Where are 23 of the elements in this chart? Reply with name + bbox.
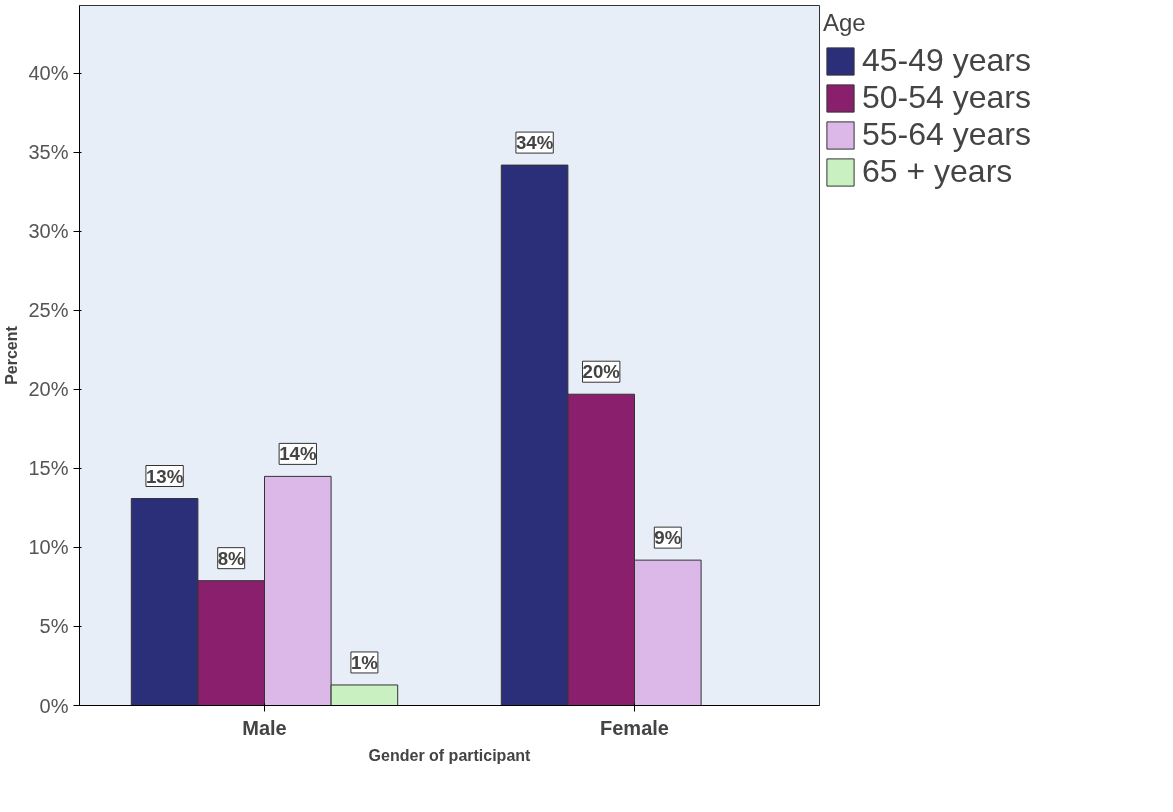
- data-label: 8%: [217, 547, 246, 569]
- legend-label: 45-49 years: [862, 42, 1031, 79]
- x-tick-label: Female: [600, 716, 669, 739]
- legend-label: 65 + years: [862, 153, 1013, 190]
- y-tick-label: 30%: [28, 220, 69, 243]
- x-tick-label: Male: [242, 716, 287, 739]
- legend-label: 50-54 years: [862, 79, 1031, 116]
- y-tick-label: 0%: [39, 694, 69, 717]
- y-tick-label: 35%: [28, 141, 69, 164]
- y-tick-label: 40%: [28, 62, 69, 85]
- y-tick-label: 25%: [28, 299, 69, 322]
- x-axis-title: Gender of participant: [368, 746, 532, 764]
- data-label: 13%: [145, 465, 184, 487]
- y-axis-title: Percent: [3, 325, 21, 385]
- data-label: 34%: [515, 132, 554, 154]
- y-tick-label: 20%: [28, 378, 69, 401]
- legend-label: 55-64 years: [862, 116, 1031, 153]
- data-label: 14%: [279, 443, 317, 465]
- y-tick-label: 15%: [28, 457, 69, 480]
- y-tick-label: 10%: [28, 536, 69, 559]
- y-tick-label: 5%: [39, 615, 69, 638]
- data-label: 9%: [654, 527, 682, 549]
- legend-title: Age: [823, 9, 867, 37]
